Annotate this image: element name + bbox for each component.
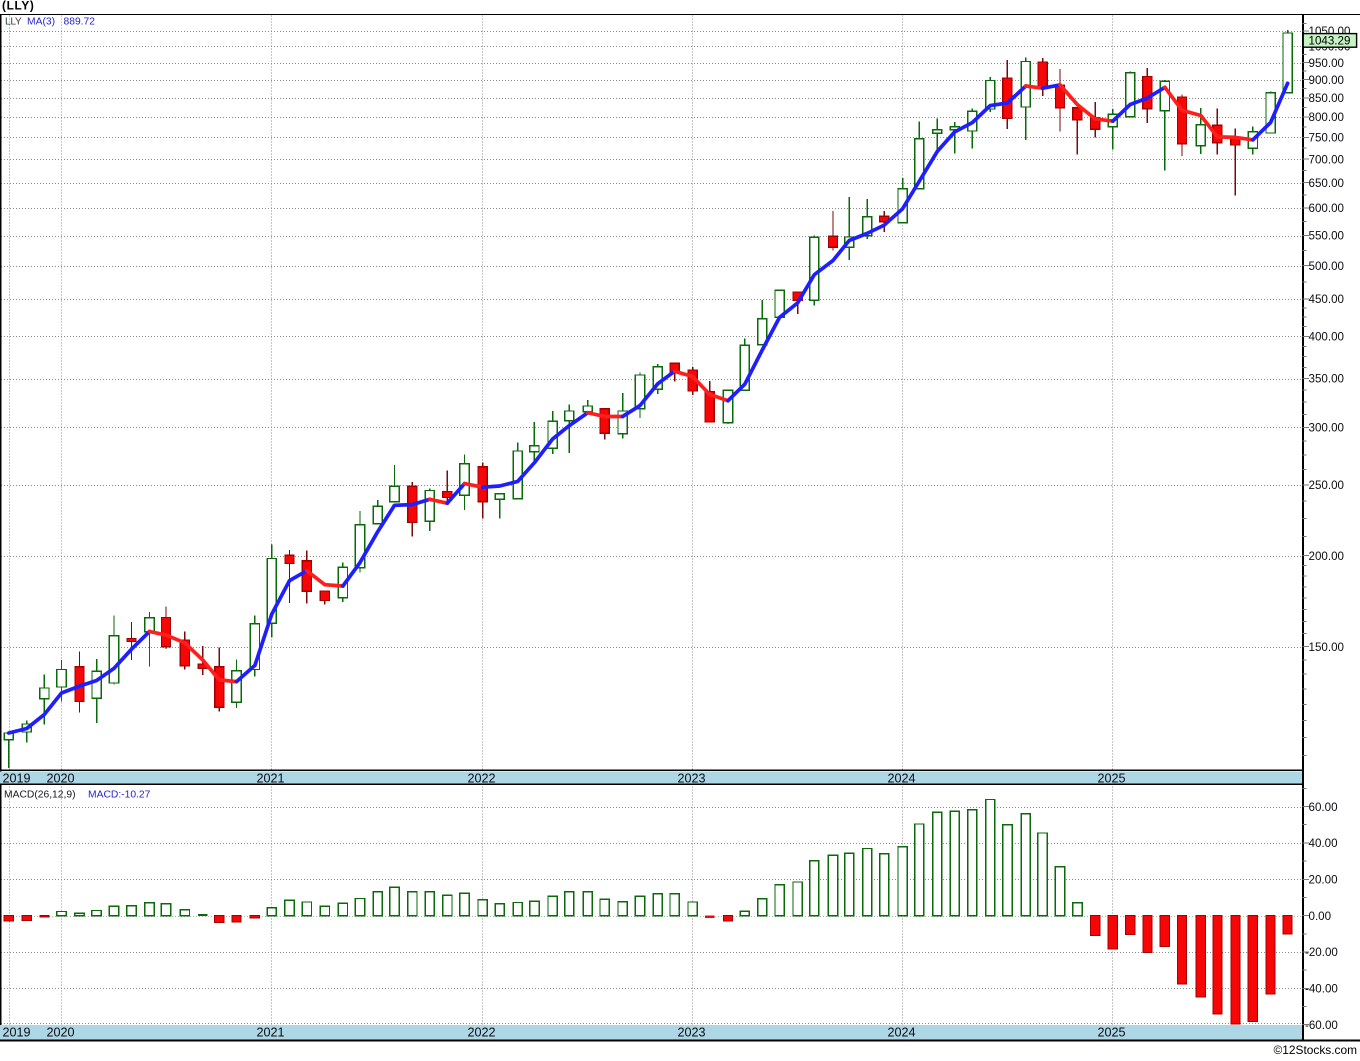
- svg-text:-20.00: -20.00: [1305, 946, 1338, 959]
- svg-text:300.00: 300.00: [1309, 422, 1344, 435]
- svg-text:2021: 2021: [257, 771, 285, 785]
- svg-text:2022: 2022: [468, 771, 496, 785]
- svg-text:700.00: 700.00: [1309, 153, 1344, 166]
- svg-text:150.00: 150.00: [1309, 641, 1344, 654]
- svg-text:MACD:-10.27: MACD:-10.27: [88, 790, 151, 801]
- svg-text:-40.00: -40.00: [1305, 983, 1338, 996]
- svg-text:2019: 2019: [3, 1025, 31, 1039]
- svg-text:MACD(26,12,9): MACD(26,12,9): [4, 790, 76, 801]
- svg-text:2020: 2020: [47, 1025, 75, 1039]
- svg-text:2022: 2022: [468, 1025, 496, 1039]
- svg-text:500.00: 500.00: [1309, 260, 1344, 273]
- svg-text:2025: 2025: [1098, 771, 1126, 785]
- svg-text:650.00: 650.00: [1309, 177, 1344, 190]
- svg-text:2021: 2021: [257, 1025, 285, 1039]
- svg-text:750.00: 750.00: [1309, 132, 1344, 145]
- svg-text:200.00: 200.00: [1309, 550, 1344, 563]
- svg-text:2020: 2020: [47, 771, 75, 785]
- svg-text:20.00: 20.00: [1309, 874, 1338, 887]
- svg-text:950.00: 950.00: [1309, 57, 1344, 70]
- svg-text:2024: 2024: [888, 1025, 916, 1039]
- svg-text:2019: 2019: [3, 771, 31, 785]
- svg-text:550.00: 550.00: [1309, 230, 1344, 243]
- svg-text:350.00: 350.00: [1309, 373, 1344, 386]
- svg-text:2023: 2023: [678, 1025, 706, 1039]
- svg-text:450.00: 450.00: [1309, 293, 1344, 306]
- svg-text:1043.29: 1043.29: [1309, 35, 1351, 48]
- svg-text:2024: 2024: [888, 771, 916, 785]
- svg-text:800.00: 800.00: [1309, 111, 1344, 124]
- svg-text:-60.00: -60.00: [1305, 1019, 1338, 1032]
- svg-text:250.00: 250.00: [1309, 479, 1344, 492]
- svg-text:400.00: 400.00: [1309, 331, 1344, 344]
- svg-text:LLY: LLY: [5, 16, 22, 27]
- svg-text:0.00: 0.00: [1309, 910, 1332, 923]
- svg-text:60.00: 60.00: [1309, 801, 1338, 814]
- svg-text:2023: 2023: [678, 771, 706, 785]
- svg-text:MA(3): MA(3): [27, 16, 55, 27]
- svg-text:©12Stocks.com: ©12Stocks.com: [1274, 1043, 1358, 1056]
- svg-text:850.00: 850.00: [1309, 92, 1344, 105]
- svg-text:600.00: 600.00: [1309, 202, 1344, 215]
- svg-text:2025: 2025: [1098, 1025, 1126, 1039]
- svg-text:889.72: 889.72: [64, 16, 96, 27]
- svg-text:(LLY): (LLY): [2, 0, 35, 12]
- svg-text:900.00: 900.00: [1309, 74, 1344, 87]
- svg-text:40.00: 40.00: [1309, 837, 1338, 850]
